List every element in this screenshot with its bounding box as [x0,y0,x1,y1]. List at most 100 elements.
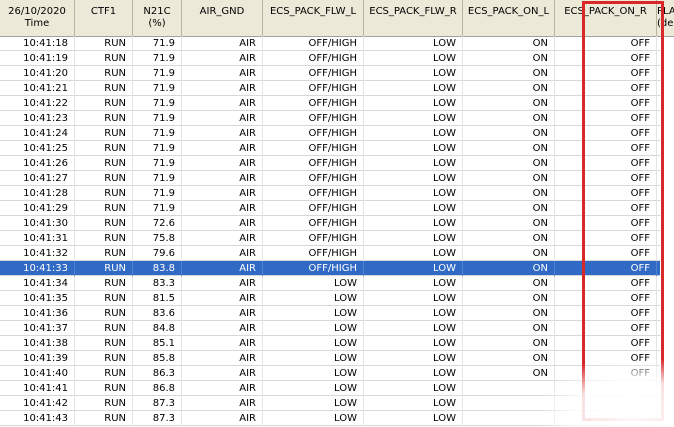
cell-time: 10:41:37 [0,321,75,336]
cell-ctf1: RUN [75,156,133,171]
column-header-pla[interactable]: PLA (de [657,0,674,36]
cell-ecs-pack-on-l: ON [463,126,555,141]
cell-ecs-pack-flw-r: LOW [364,111,463,126]
cell-ecs-pack-on-r: OFF [555,336,657,351]
table-row[interactable]: 10:41:25 RUN 71.9 AIR OFF/HIGH LOW ON OFF [0,141,660,156]
cell-ctf1: RUN [75,126,133,141]
cell-n21c: 71.9 [133,81,182,96]
cell-time: 10:41:42 [0,396,75,411]
cell-ecs-pack-on-l [463,411,555,426]
cell-ecs-pack-flw-l: LOW [263,276,364,291]
cell-ecs-pack-on-l: ON [463,81,555,96]
table-row[interactable]: 10:41:22 RUN 71.9 AIR OFF/HIGH LOW ON OFF [0,96,660,111]
cell-ecs-pack-flw-r: LOW [364,36,463,51]
table-row[interactable]: 10:41:20 RUN 71.9 AIR OFF/HIGH LOW ON OFF [0,66,660,81]
cell-time: 10:41:28 [0,186,75,201]
table-row[interactable]: 10:41:29 RUN 71.9 AIR OFF/HIGH LOW ON OFF [0,201,660,216]
column-header-air-gnd[interactable]: AIR_GND [182,0,263,36]
cell-air-gnd: AIR [182,351,263,366]
table-row[interactable]: 10:41:36 RUN 83.6 AIR LOW LOW ON OFF [0,306,660,321]
cell-ecs-pack-flw-l: OFF/HIGH [263,141,364,156]
cell-ctf1: RUN [75,411,133,426]
cell-ctf1: RUN [75,216,133,231]
cell-ecs-pack-on-l: ON [463,186,555,201]
cell-ecs-pack-flw-r: LOW [364,96,463,111]
cell-air-gnd: AIR [182,111,263,126]
cell-time: 10:41:22 [0,96,75,111]
cell-ecs-pack-flw-l: OFF/HIGH [263,261,364,276]
column-header-ecs-pack-flw-r[interactable]: ECS_PACK_FLW_R [364,0,463,36]
table-row[interactable]: 10:41:18 RUN 71.9 AIR OFF/HIGH LOW ON OFF [0,36,660,51]
cell-ecs-pack-on-r: OFF [555,141,657,156]
cell-n21c: 71.9 [133,51,182,66]
cell-time: 10:41:41 [0,381,75,396]
cell-ctf1: RUN [75,186,133,201]
cell-ecs-pack-on-l: ON [463,336,555,351]
cell-air-gnd: AIR [182,81,263,96]
table-row[interactable]: 10:41:40 RUN 86.3 AIR LOW LOW ON OFF [0,366,660,381]
table-row[interactable]: 10:41:41 RUN 86.8 AIR LOW LOW [0,381,660,396]
table-row[interactable]: 10:41:24 RUN 71.9 AIR OFF/HIGH LOW ON OFF [0,126,660,141]
cell-time: 10:41:30 [0,216,75,231]
cell-ecs-pack-on-r: OFF [555,351,657,366]
cell-n21c: 85.1 [133,336,182,351]
table-row[interactable]: 10:41:23 RUN 71.9 AIR OFF/HIGH LOW ON OFF [0,111,660,126]
column-header-time[interactable]: 26/10/2020 Time [0,0,75,36]
column-header-ctf1[interactable]: CTF1 [75,0,133,36]
cell-ecs-pack-on-r: OFF [555,156,657,171]
cell-ecs-pack-on-l: ON [463,96,555,111]
cell-ecs-pack-on-r: OFF [555,321,657,336]
table-row[interactable]: 10:41:31 RUN 75.8 AIR OFF/HIGH LOW ON OFF [0,231,660,246]
table-row[interactable]: 10:41:19 RUN 71.9 AIR OFF/HIGH LOW ON OFF [0,51,660,66]
cell-ctf1: RUN [75,381,133,396]
cell-air-gnd: AIR [182,186,263,201]
cell-n21c: 71.9 [133,111,182,126]
cell-ecs-pack-flw-r: LOW [364,351,463,366]
cell-ecs-pack-flw-l: OFF/HIGH [263,171,364,186]
cell-time: 10:41:39 [0,351,75,366]
cell-ecs-pack-on-l: ON [463,321,555,336]
table-row[interactable]: 10:41:28 RUN 71.9 AIR OFF/HIGH LOW ON OFF [0,186,660,201]
cell-ecs-pack-on-r: OFF [555,261,657,276]
table-row-selected[interactable]: 10:41:33 RUN 83.8 AIR OFF/HIGH LOW ON OFF [0,261,660,276]
cell-time: 10:41:18 [0,36,75,51]
table-row[interactable]: 10:41:38 RUN 85.1 AIR LOW LOW ON OFF [0,336,660,351]
cell-ecs-pack-on-l: ON [463,291,555,306]
table-row[interactable]: 10:41:30 RUN 72.6 AIR OFF/HIGH LOW ON OFF [0,216,660,231]
table-row[interactable]: 10:41:21 RUN 71.9 AIR OFF/HIGH LOW ON OFF [0,81,660,96]
column-header-ecs-pack-on-r[interactable]: ECS_PACK_ON_R [555,0,657,36]
column-header-title: ECS_PACK_FLW_R [369,6,457,17]
cell-n21c: 81.5 [133,291,182,306]
table-row[interactable]: 10:41:37 RUN 84.8 AIR LOW LOW ON OFF [0,321,660,336]
table-row[interactable]: 10:41:35 RUN 81.5 AIR LOW LOW ON OFF [0,291,660,306]
cell-n21c: 86.8 [133,381,182,396]
cell-ecs-pack-flw-l: OFF/HIGH [263,96,364,111]
table-row[interactable]: 10:41:39 RUN 85.8 AIR LOW LOW ON OFF [0,351,660,366]
table-row[interactable]: 10:41:27 RUN 71.9 AIR OFF/HIGH LOW ON OFF [0,171,660,186]
cell-ecs-pack-on-l [463,396,555,411]
column-header-ecs-pack-flw-l[interactable]: ECS_PACK_FLW_L [263,0,364,36]
cell-n21c: 85.8 [133,351,182,366]
table-row[interactable]: 10:41:26 RUN 71.9 AIR OFF/HIGH LOW ON OFF [0,156,660,171]
cell-n21c: 86.3 [133,366,182,381]
table-row[interactable]: 10:41:43 RUN 87.3 AIR LOW LOW [0,411,660,426]
cell-ctf1: RUN [75,351,133,366]
cell-ctf1: RUN [75,246,133,261]
cell-ecs-pack-on-r: OFF [555,111,657,126]
cell-ecs-pack-on-r [555,411,657,426]
column-header-ecs-pack-on-l[interactable]: ECS_PACK_ON_L [463,0,555,36]
cell-ecs-pack-on-r: OFF [555,276,657,291]
cell-air-gnd: AIR [182,276,263,291]
cell-ecs-pack-on-l: ON [463,276,555,291]
cell-n21c: 71.9 [133,36,182,51]
table-row[interactable]: 10:41:42 RUN 87.3 AIR LOW LOW [0,396,660,411]
cell-ecs-pack-flw-l: OFF/HIGH [263,156,364,171]
cell-air-gnd: AIR [182,51,263,66]
table-row[interactable]: 10:41:32 RUN 79.6 AIR OFF/HIGH LOW ON OFF [0,246,660,261]
cell-ecs-pack-flw-r: LOW [364,171,463,186]
table-row[interactable]: 10:41:34 RUN 83.3 AIR LOW LOW ON OFF [0,276,660,291]
column-header-n21c[interactable]: N21C (%) [133,0,182,36]
cell-ecs-pack-on-r: OFF [555,201,657,216]
cell-air-gnd: AIR [182,156,263,171]
